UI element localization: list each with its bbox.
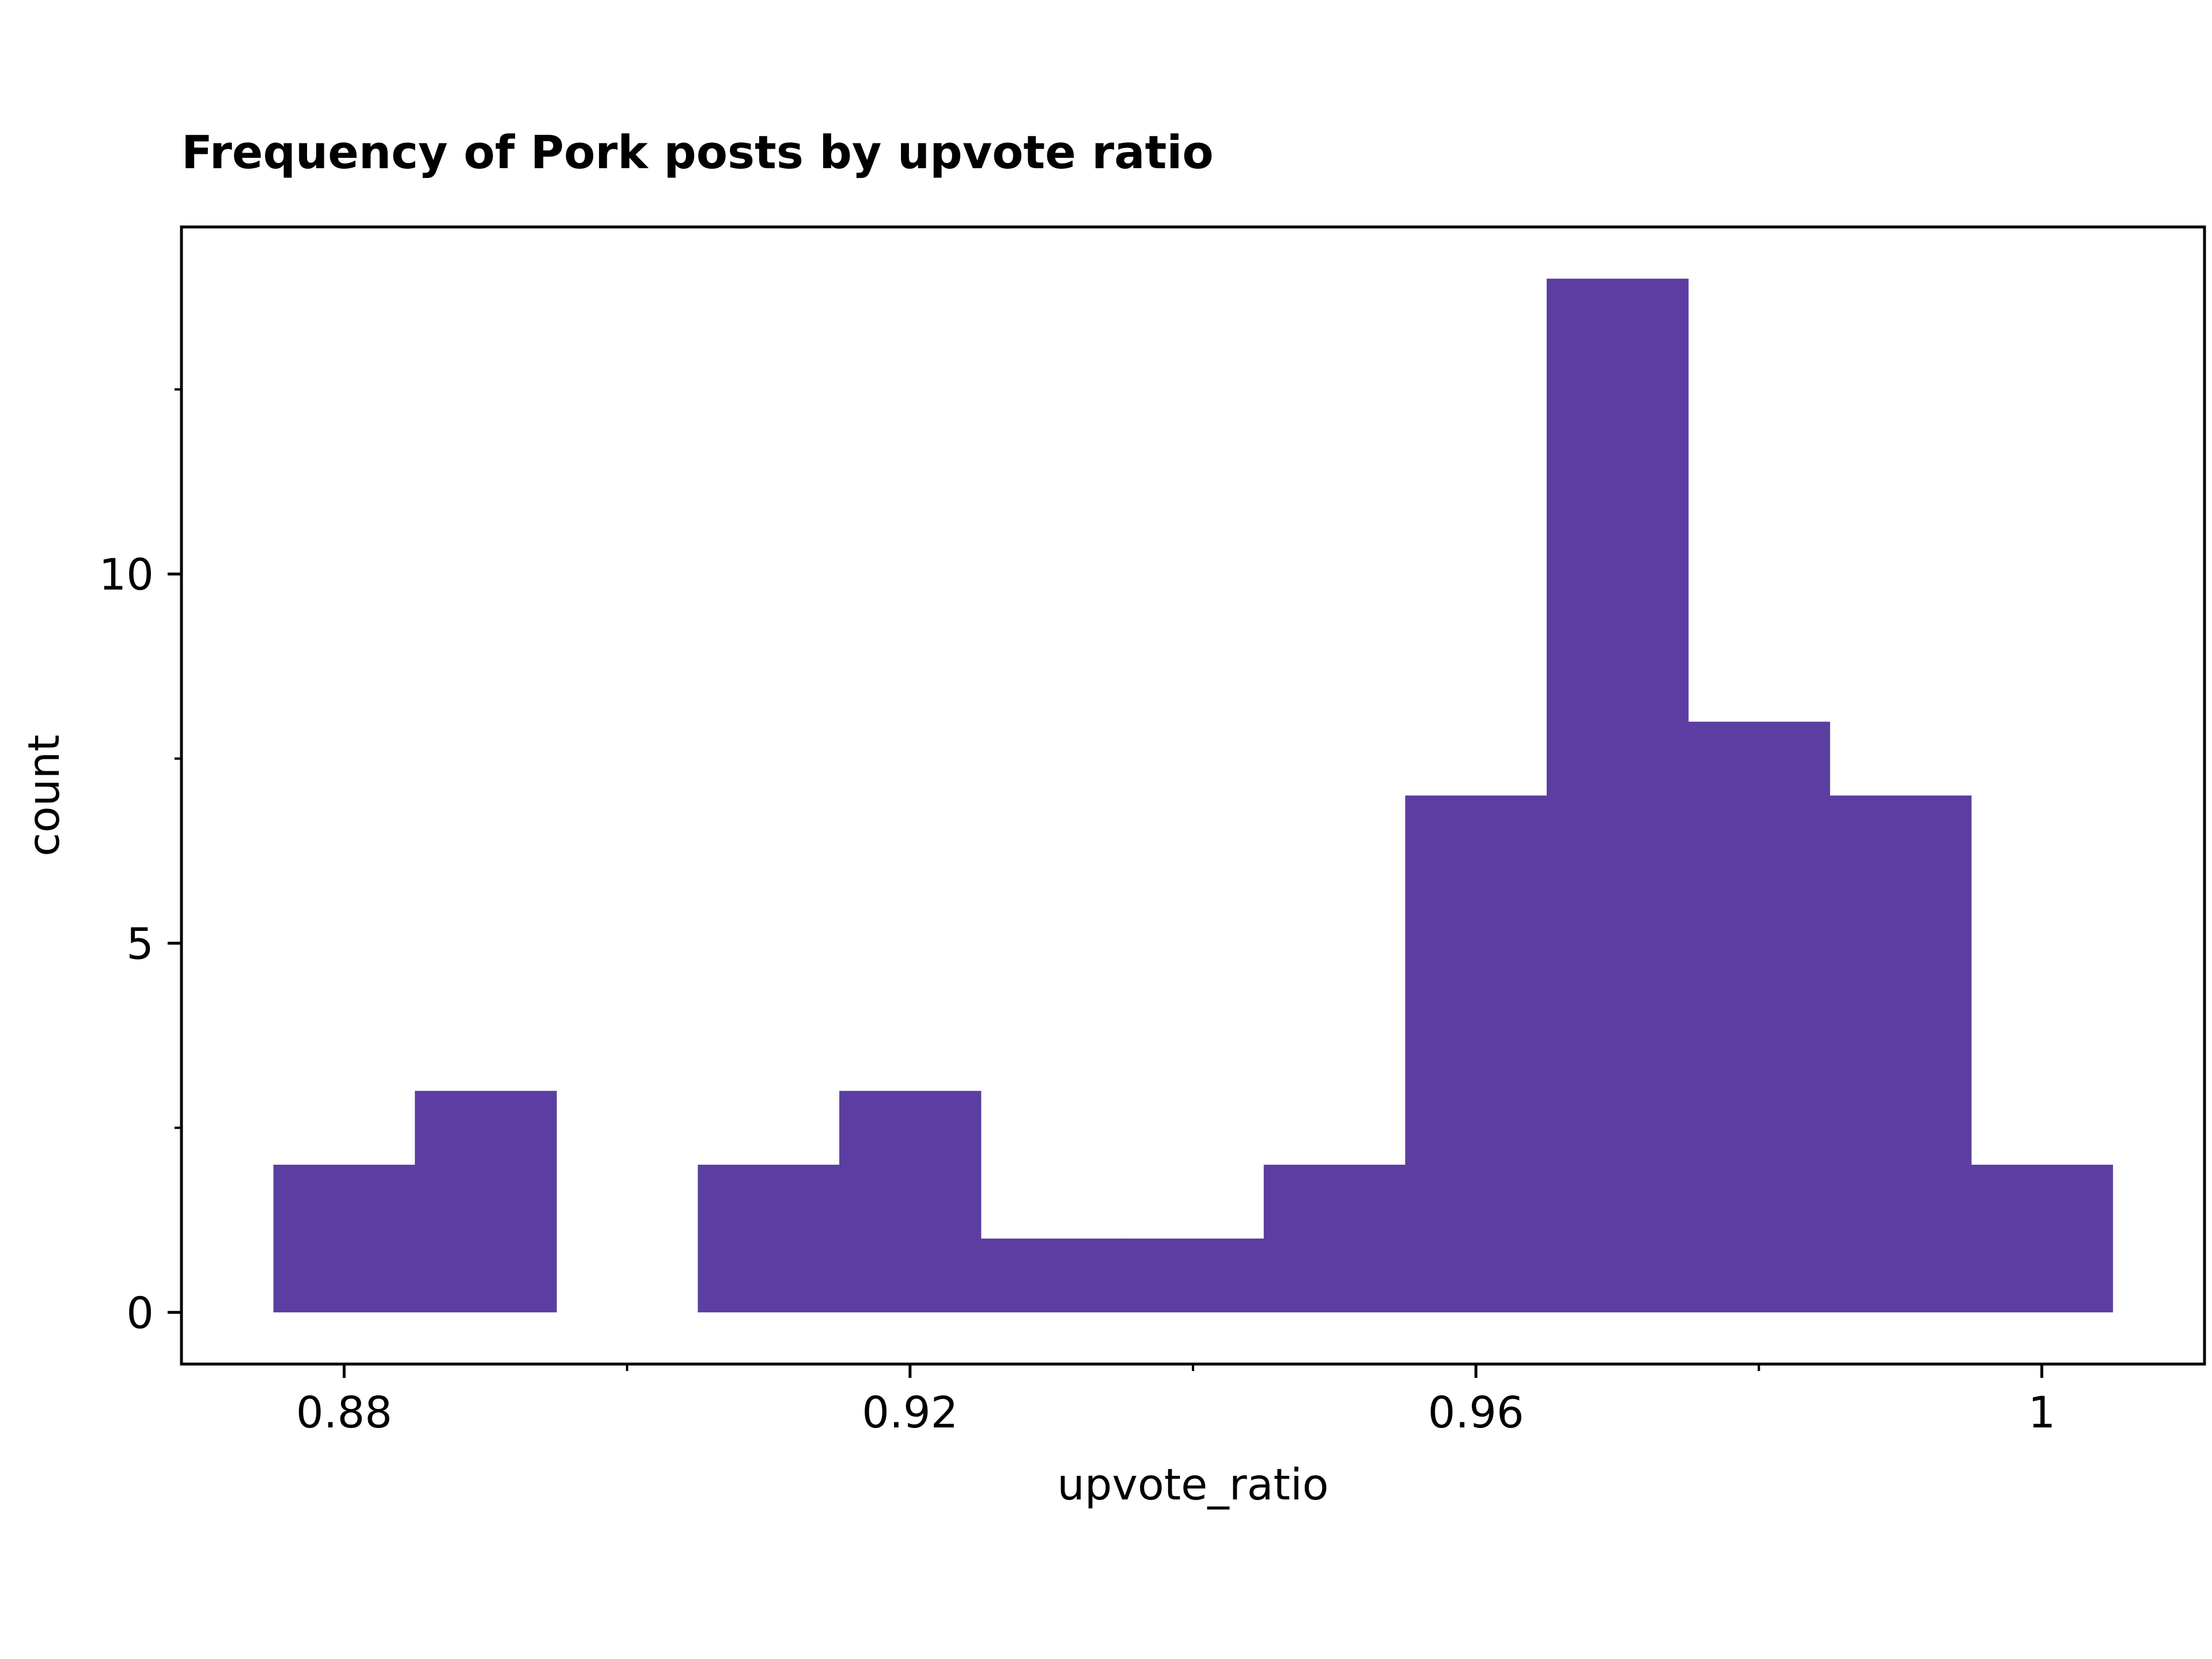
- y-tick-label: 0: [126, 1287, 154, 1338]
- histogram-bar: [980, 1238, 1123, 1313]
- chart-title: Frequency of Pork posts by upvote ratio: [181, 126, 1214, 179]
- y-axis-label: count: [18, 734, 69, 857]
- x-axis-label: upvote_ratio: [1057, 1459, 1328, 1510]
- histogram-bar: [1688, 721, 1830, 1313]
- histogram-bar: [1971, 1164, 2113, 1313]
- x-tick-label: 0.92: [862, 1387, 958, 1438]
- x-tick-label: 0.88: [296, 1387, 392, 1438]
- histogram-bar: [1122, 1238, 1264, 1313]
- x-tick-label: 1: [2028, 1387, 2056, 1438]
- x-tick-label: 0.96: [1428, 1387, 1524, 1438]
- y-axis-ticks: 0 5 10: [99, 388, 181, 1338]
- y-tick-label: 10: [99, 549, 154, 600]
- histogram-bar: [1405, 796, 1547, 1313]
- histogram-bar: [415, 1090, 557, 1313]
- histogram-bar: [1263, 1164, 1406, 1313]
- histogram-bar: [1830, 796, 1972, 1313]
- bars-group: [273, 278, 2113, 1313]
- x-axis-ticks: 0.88 0.92 0.96 1: [296, 1364, 2055, 1438]
- histogram-bar: [698, 1164, 840, 1313]
- histogram-bar: [1546, 278, 1689, 1313]
- y-tick-label: 5: [126, 918, 154, 969]
- histogram-bar: [273, 1164, 416, 1313]
- histogram-bar: [839, 1090, 982, 1313]
